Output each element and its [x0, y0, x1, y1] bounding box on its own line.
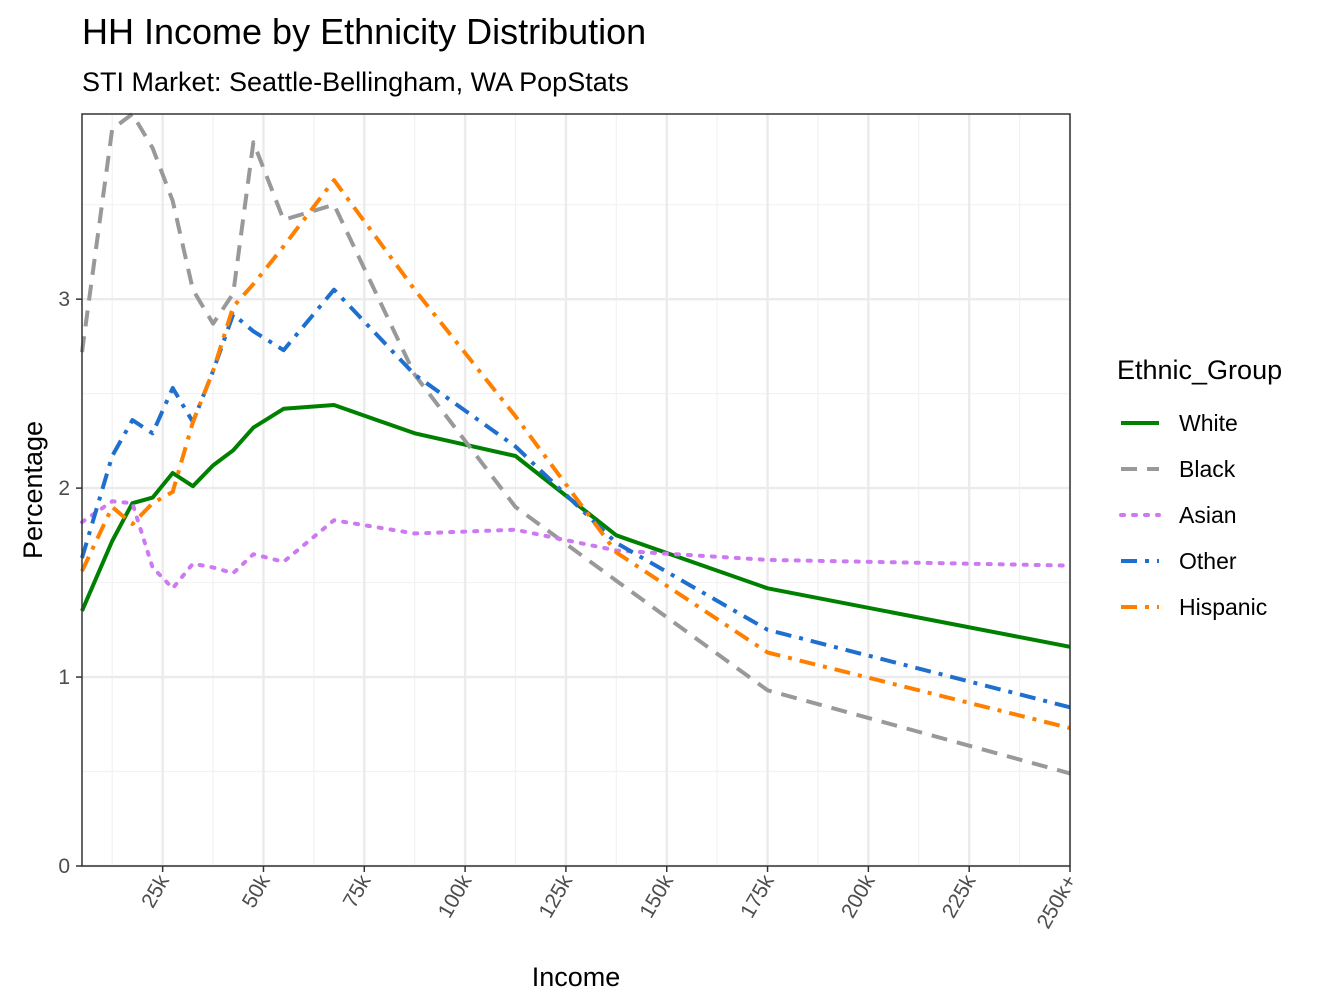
legend-title: Ethnic_Group: [1117, 355, 1282, 385]
series-line-black: [80, 112, 1071, 776]
plot-border: [81, 113, 1071, 867]
y-tick-label: 0: [58, 855, 70, 878]
legend-label-black: Black: [1179, 456, 1236, 482]
series-line-white: [80, 403, 1071, 649]
legend-label-other: Other: [1179, 548, 1237, 574]
y-tick-label: 1: [58, 666, 70, 689]
grid-minor: [82, 114, 1070, 866]
y-axis-title: Percentage: [18, 421, 48, 559]
chart-subtitle: STI Market: Seattle-Bellingham, WA PopSt…: [82, 67, 629, 97]
y-tick-label: 3: [58, 288, 70, 311]
series-line-hispanic: [80, 178, 1071, 731]
legend: Ethnic_Group White Black Asian Other Hispani…: [1117, 355, 1282, 620]
series-line-other: [80, 287, 1071, 710]
plot-panel: [82, 114, 1070, 866]
chart-title: HH Income by Ethnicity Distribution: [82, 11, 646, 52]
legend-items: White Black Asian Other Hispanic: [1119, 410, 1267, 620]
series-line-asian: [80, 499, 1072, 591]
x-axis-title: Income: [532, 962, 621, 992]
y-axis-ticks: 0 1 2 3: [58, 288, 82, 878]
y-tick-label: 2: [58, 477, 70, 500]
legend-label-white: White: [1179, 410, 1238, 436]
legend-label-hispanic: Hispanic: [1179, 594, 1267, 620]
series-lines: [80, 112, 1072, 776]
legend-label-asian: Asian: [1179, 502, 1237, 528]
